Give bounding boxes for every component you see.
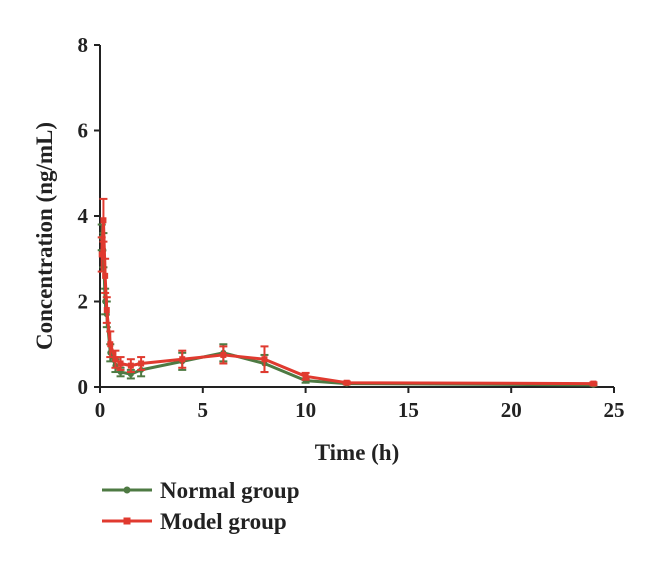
legend-item: Model group — [102, 509, 287, 534]
x-tick-label: 5 — [198, 398, 209, 422]
data-point — [112, 356, 119, 363]
data-point — [261, 356, 268, 363]
series-normal-group — [97, 223, 598, 388]
series-line — [100, 218, 594, 386]
series-model-group — [97, 197, 598, 387]
data-point — [590, 380, 597, 387]
axes — [99, 45, 614, 388]
legend-item: Normal group — [102, 478, 300, 503]
legend-label: Normal group — [160, 478, 300, 503]
data-point — [179, 356, 186, 363]
y-tick-label: 8 — [78, 33, 89, 57]
y-tick-label: 6 — [78, 119, 89, 143]
legend-marker — [123, 517, 131, 525]
x-tick-label: 15 — [398, 398, 419, 422]
y-axis-title: Concentration (ng/mL) — [32, 122, 57, 350]
data-point — [343, 379, 350, 386]
y-tick-label: 2 — [78, 290, 89, 314]
y-tick-label: 0 — [78, 375, 89, 399]
legend: Normal group Model group — [102, 478, 300, 534]
data-point — [107, 341, 114, 348]
x-axis-title: Time (h) — [315, 440, 400, 465]
data-point — [127, 362, 134, 369]
data-point — [138, 360, 145, 367]
legend-marker — [123, 486, 131, 494]
series-line — [100, 237, 594, 387]
x-tick-label: 20 — [501, 398, 522, 422]
data-point — [117, 360, 124, 367]
data-point — [102, 272, 109, 279]
y-tick-label: 4 — [78, 204, 89, 228]
data-point — [98, 251, 105, 258]
data-point — [103, 307, 110, 314]
series-group — [97, 197, 598, 388]
x-tick-label: 0 — [95, 398, 106, 422]
data-point — [100, 217, 107, 224]
x-ticks: 0 5 10 15 20 25 — [95, 387, 625, 422]
legend-label: Model group — [160, 509, 287, 534]
x-tick-label: 25 — [604, 398, 625, 422]
x-tick-label: 10 — [295, 398, 316, 422]
data-point — [302, 373, 309, 380]
y-ticks: 0 2 4 6 8 — [78, 33, 100, 399]
data-point — [220, 351, 227, 358]
